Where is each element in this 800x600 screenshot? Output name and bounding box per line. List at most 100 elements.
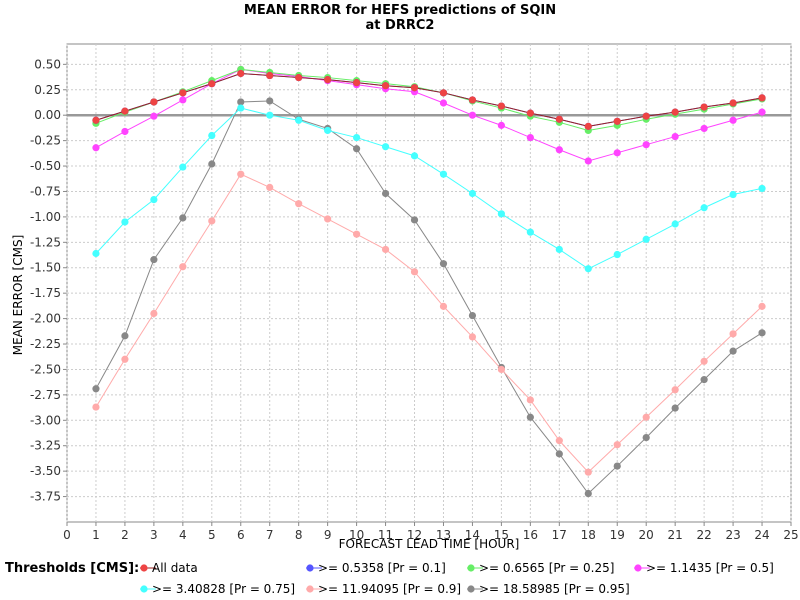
- data-point: [266, 97, 274, 105]
- data-point: [642, 413, 650, 421]
- x-tick-label: 10: [349, 528, 364, 542]
- x-tick-label: 3: [150, 528, 158, 542]
- y-tick-label: -2.50: [30, 362, 61, 376]
- data-point: [266, 111, 274, 119]
- legend-label: >= 11.94095 [Pr = 0.9]: [318, 582, 461, 596]
- x-axis-label: FORECAST LEAD TIME [HOUR]: [339, 537, 520, 551]
- data-point: [758, 108, 766, 116]
- data-point: [381, 143, 390, 151]
- data-point: [497, 121, 505, 129]
- data-point: [353, 79, 361, 87]
- data-point: [179, 163, 187, 171]
- x-tick-label: 15: [494, 528, 509, 542]
- x-tick-label: 12: [407, 528, 422, 542]
- x-tick-label: 17: [552, 528, 567, 542]
- data-point: [237, 69, 245, 78]
- data-point: [353, 145, 361, 153]
- data-point: [208, 131, 216, 140]
- data-point: [150, 112, 158, 120]
- data-point: [613, 117, 621, 125]
- data-point: [410, 152, 419, 160]
- data-point: [497, 365, 505, 374]
- legend-item: >= 18.58985 [Pr = 0.95]: [467, 582, 630, 596]
- data-point: [439, 89, 448, 97]
- x-tick-label: 4: [179, 528, 187, 542]
- data-point: [671, 220, 679, 228]
- data-point: [324, 75, 332, 84]
- data-point: [410, 216, 419, 224]
- data-point: [526, 413, 534, 421]
- data-point: [700, 204, 708, 212]
- data-point: [468, 311, 477, 320]
- data-point: [497, 102, 505, 110]
- data-point: [526, 133, 534, 142]
- legend-label: >= 18.58985 [Pr = 0.95]: [479, 582, 630, 596]
- data-point: [295, 200, 303, 208]
- data-point: [729, 116, 737, 124]
- y-tick-label: -1.25: [30, 235, 61, 249]
- data-point: [92, 249, 100, 258]
- legend-marker: [140, 564, 148, 572]
- y-tick-label: -3.00: [30, 413, 61, 427]
- data-point: [526, 109, 534, 117]
- data-point: [613, 250, 621, 259]
- x-tick-label: 21: [668, 528, 683, 542]
- data-point: [497, 210, 505, 218]
- data-point: [584, 265, 592, 273]
- legend-item: >= 0.5358 [Pr = 0.1]: [306, 561, 446, 575]
- data-point: [353, 230, 361, 238]
- y-tick-label: 0.50: [34, 57, 61, 71]
- data-point: [208, 217, 216, 225]
- data-point: [295, 73, 303, 82]
- y-tick-label: -0.25: [30, 134, 61, 148]
- y-tick-label: -3.75: [30, 490, 61, 504]
- data-point: [439, 170, 448, 178]
- data-point: [121, 218, 129, 226]
- data-point: [613, 441, 621, 449]
- legend-label: >= 0.6565 [Pr = 0.25]: [479, 561, 614, 575]
- data-point: [439, 99, 448, 107]
- data-point: [642, 141, 650, 149]
- data-point: [700, 357, 708, 365]
- data-point: [179, 214, 187, 222]
- series-line: [95, 68, 763, 162]
- data-point: [729, 347, 737, 355]
- legend-label: >= 3.40828 [Pr = 0.75]: [152, 582, 295, 596]
- data-point: [381, 82, 390, 90]
- data-point: [410, 84, 419, 92]
- series-line: [95, 100, 763, 495]
- data-point: [468, 96, 477, 104]
- data-point: [468, 333, 477, 341]
- data-point: [729, 190, 737, 199]
- data-point: [410, 268, 419, 276]
- legend-marker: [634, 564, 642, 572]
- data-point: [439, 302, 448, 310]
- x-tick-label: 7: [266, 528, 274, 542]
- x-tick-label: 25: [783, 528, 798, 542]
- data-point: [584, 468, 592, 476]
- data-point: [671, 132, 679, 141]
- data-point: [526, 396, 534, 404]
- x-tick-label: 16: [523, 528, 538, 542]
- data-point: [613, 149, 621, 157]
- data-point: [150, 98, 158, 106]
- y-tick-label: -0.75: [30, 184, 61, 198]
- data-point: [237, 104, 245, 112]
- data-point: [381, 245, 390, 254]
- x-tick-label: 0: [63, 528, 71, 542]
- y-tick-label: -1.00: [30, 210, 61, 224]
- chart-title: MEAN ERROR for HEFS predictions of SQIN: [244, 3, 556, 18]
- x-tick-label: 2: [121, 528, 129, 542]
- x-tick-label: 1: [92, 528, 100, 542]
- x-tick-label: 19: [610, 528, 625, 542]
- x-tick-label: 20: [639, 528, 654, 542]
- x-tick-label: 11: [378, 528, 393, 542]
- data-point: [237, 98, 245, 106]
- legend-marker: [306, 585, 314, 593]
- data-point: [439, 260, 448, 268]
- legend-label: >= 1.1435 [Pr = 0.5]: [646, 561, 774, 575]
- data-point: [700, 103, 708, 111]
- data-point: [121, 355, 129, 363]
- legend-label: >= 0.5358 [Pr = 0.1]: [318, 561, 446, 575]
- data-point: [671, 108, 679, 116]
